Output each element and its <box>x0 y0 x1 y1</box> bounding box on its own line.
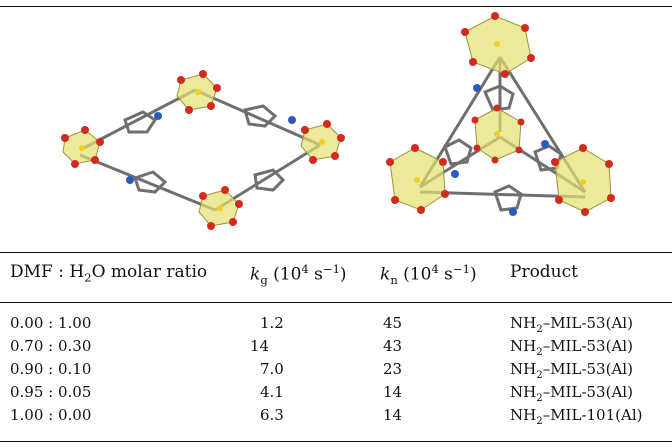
header-product: Product <box>510 262 578 282</box>
cell-kg: 4.1 <box>260 383 284 401</box>
cell-kn: 23 <box>383 360 403 378</box>
cell-ratio: 0.00 : 1.00 <box>10 314 92 332</box>
cell-product: NH2–MIL-53(Al) <box>510 383 633 404</box>
header-kg: kg (104 s−1) <box>250 262 347 288</box>
header-molar-ratio: DMF : H2O molar ratio <box>10 262 208 285</box>
cell-kn: 45 <box>383 314 403 332</box>
cell-kn: 14 <box>383 383 403 401</box>
cell-product: NH2–MIL-53(Al) <box>510 314 633 335</box>
cell-kn: 14 <box>383 406 403 424</box>
cell-kg: 6.3 <box>260 406 284 424</box>
top-rule <box>0 6 672 7</box>
cell-ratio: 1.00 : 0.00 <box>10 406 92 424</box>
cell-kn: 43 <box>383 337 403 355</box>
cell-ratio: 0.95 : 0.05 <box>10 383 92 401</box>
cell-kg: 7.0 <box>260 360 284 378</box>
mil-53-structure-figure <box>61 70 345 230</box>
header-kn: kn (104 s−1) <box>380 262 477 288</box>
cell-product: NH2–MIL-53(Al) <box>510 337 633 358</box>
mil-101-structure-figure <box>386 12 615 216</box>
cell-kg: 14 <box>250 337 270 355</box>
cell-kg: 1.2 <box>260 314 284 332</box>
cell-ratio: 0.90 : 0.10 <box>10 360 92 378</box>
cell-product: NH2–MIL-53(Al) <box>510 360 633 381</box>
header-bottom-rule <box>0 302 672 303</box>
header-top-rule <box>0 252 672 253</box>
bottom-rule <box>0 441 672 442</box>
cell-product: NH2–MIL-101(Al) <box>510 406 643 427</box>
cell-ratio: 0.70 : 0.30 <box>10 337 92 355</box>
